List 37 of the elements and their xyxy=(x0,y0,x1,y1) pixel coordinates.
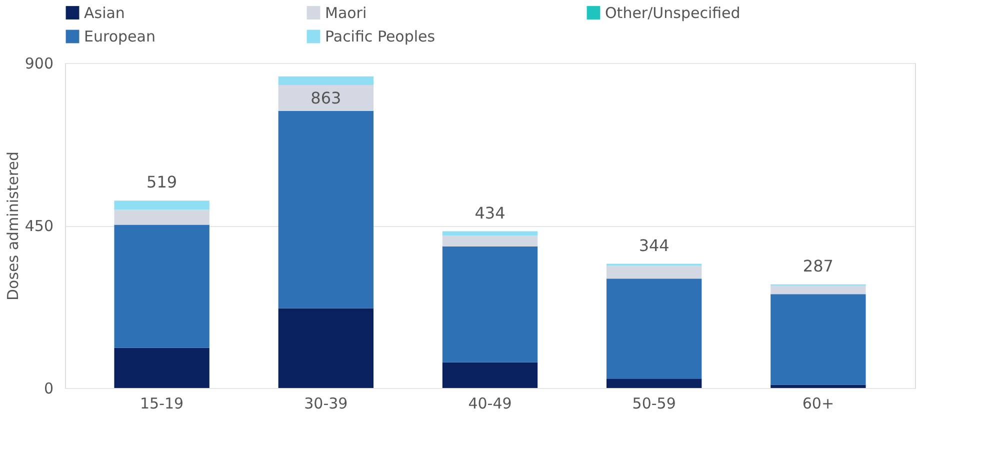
bar xyxy=(770,286,866,294)
legend-label: Maori xyxy=(325,4,367,22)
legend-label: Pacific Peoples xyxy=(325,28,436,46)
bar xyxy=(114,210,210,225)
x-tick-label: 60+ xyxy=(802,394,834,412)
bar xyxy=(278,308,374,388)
y-tick-label: 0 xyxy=(44,380,54,398)
bar xyxy=(114,348,210,388)
total-label: 287 xyxy=(802,256,834,276)
total-label: 863 xyxy=(310,88,342,108)
bar xyxy=(606,378,702,388)
y-tick-label: 900 xyxy=(24,54,54,72)
x-tick-label: 15-19 xyxy=(140,394,184,412)
y-tick-label: 450 xyxy=(24,217,54,235)
x-tick-label: 30-39 xyxy=(304,394,348,412)
total-label: 344 xyxy=(638,236,670,255)
bar xyxy=(442,231,538,236)
bar xyxy=(278,85,374,112)
bar xyxy=(278,76,374,86)
bar xyxy=(442,362,538,388)
total-label: 434 xyxy=(474,203,506,222)
bar xyxy=(770,294,866,385)
bar xyxy=(114,224,210,348)
bar xyxy=(606,278,702,379)
total-label: 519 xyxy=(146,172,178,192)
bar xyxy=(442,246,538,362)
x-tick-label: 50-59 xyxy=(632,394,676,412)
legend-label: Asian xyxy=(84,4,125,22)
legend-label: European xyxy=(84,28,156,46)
bar xyxy=(114,200,210,210)
x-tick-label: 40-49 xyxy=(468,394,512,412)
legend-label: Other/Unspecified xyxy=(605,4,740,22)
bar xyxy=(278,111,374,308)
bar xyxy=(442,236,538,246)
y-axis-title: Doses administered xyxy=(4,151,22,301)
bar xyxy=(606,266,702,279)
bar xyxy=(770,384,866,388)
